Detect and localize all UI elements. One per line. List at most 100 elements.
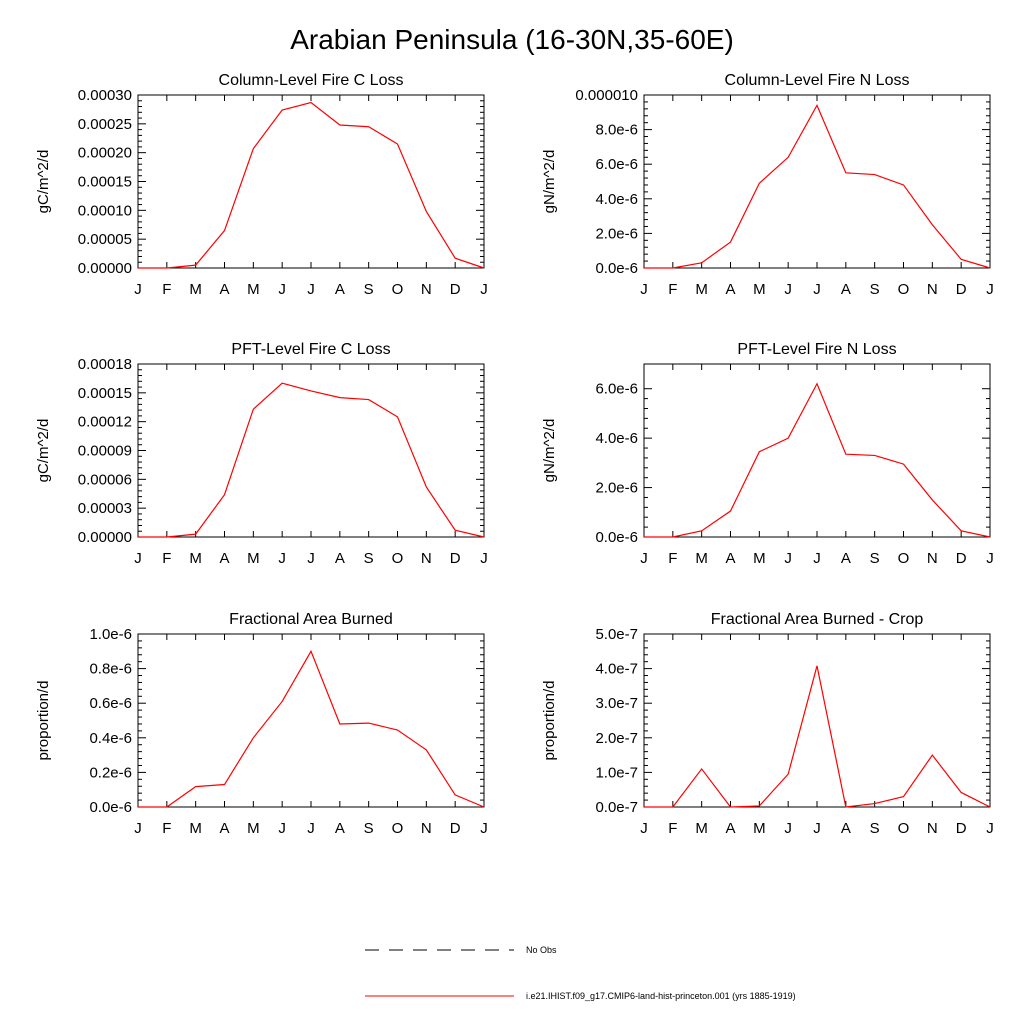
- y-axis-label: gN/m^2/d: [541, 419, 558, 483]
- x-tick-label: O: [392, 281, 404, 298]
- x-tick-label: O: [392, 550, 404, 567]
- x-tick-label: M: [695, 820, 708, 837]
- x-tick-label: J: [307, 550, 315, 567]
- x-tick-label: D: [956, 281, 967, 298]
- x-tick-label: S: [870, 281, 880, 298]
- y-tick-label: 6.0e-6: [595, 381, 638, 398]
- y-tick-label: 0.8e-6: [89, 661, 132, 678]
- x-tick-label: D: [450, 550, 461, 567]
- x-tick-label: J: [813, 550, 821, 567]
- x-tick-label: M: [247, 820, 260, 837]
- y-tick-label: 0.2e-6: [89, 764, 132, 781]
- y-tick-label: 0.6e-6: [89, 695, 132, 712]
- y-axis-label: gC/m^2/d: [35, 150, 52, 214]
- chart-title: Fractional Area Burned: [229, 611, 393, 628]
- x-tick-label: A: [725, 281, 735, 298]
- series-line: [644, 105, 990, 268]
- x-tick-label: J: [134, 550, 142, 567]
- y-tick-label: 1.0e-6: [89, 626, 132, 643]
- x-tick-label: D: [956, 820, 967, 837]
- y-tick-label: 4.0e-6: [595, 430, 638, 447]
- x-tick-label: M: [753, 820, 766, 837]
- x-tick-label: J: [480, 550, 488, 567]
- y-tick-label: 2.0e-7: [595, 730, 638, 747]
- y-tick-label: 3.0e-7: [595, 695, 638, 712]
- y-tick-label: 8.0e-6: [595, 122, 638, 139]
- x-tick-label: J: [986, 820, 994, 837]
- y-tick-label: 0.4e-6: [89, 730, 132, 747]
- x-tick-label: M: [695, 281, 708, 298]
- y-tick-label: 0.00018: [78, 356, 132, 373]
- x-tick-label: O: [898, 281, 910, 298]
- x-tick-label: J: [784, 281, 792, 298]
- x-tick-label: A: [841, 550, 851, 567]
- legend: No Obs i.e21.IHIST.f09_g17.CMIP6-land-hi…: [365, 945, 796, 1001]
- y-tick-label: 0.00010: [78, 202, 132, 219]
- chart-title: Column-Level Fire N Loss: [725, 72, 910, 89]
- x-tick-label: A: [219, 281, 229, 298]
- plot-frame: [138, 634, 484, 807]
- figure-title: Arabian Peninsula (16-30N,35-60E): [290, 24, 734, 55]
- y-tick-label: 0.0e-7: [595, 799, 638, 816]
- y-tick-label: 0.00030: [78, 87, 132, 104]
- x-tick-label: S: [364, 550, 374, 567]
- y-tick-label: 0.0e-6: [595, 529, 638, 546]
- x-tick-label: N: [927, 281, 938, 298]
- y-tick-label: 0.00015: [78, 174, 132, 191]
- x-tick-label: F: [162, 550, 171, 567]
- series-line: [644, 666, 990, 807]
- plot-frame: [644, 95, 990, 268]
- x-tick-label: J: [307, 281, 315, 298]
- x-tick-label: J: [640, 820, 648, 837]
- series-line: [644, 384, 990, 537]
- x-tick-label: S: [364, 281, 374, 298]
- x-tick-label: J: [784, 550, 792, 567]
- x-tick-label: N: [421, 820, 432, 837]
- y-tick-label: 0.00009: [78, 443, 132, 460]
- x-tick-label: M: [189, 281, 202, 298]
- y-tick-label: 0.0e-6: [89, 799, 132, 816]
- y-tick-label: 1.0e-7: [595, 764, 638, 781]
- plot-frame: [644, 364, 990, 537]
- y-tick-label: 0.0e-6: [595, 260, 638, 277]
- x-tick-label: J: [134, 281, 142, 298]
- x-tick-label: J: [278, 550, 286, 567]
- x-tick-label: A: [841, 820, 851, 837]
- x-tick-label: J: [986, 550, 994, 567]
- y-tick-label: 0.00006: [78, 471, 132, 488]
- series-line: [138, 103, 484, 269]
- x-tick-label: J: [813, 820, 821, 837]
- x-tick-label: D: [450, 281, 461, 298]
- x-tick-label: A: [219, 550, 229, 567]
- y-tick-label: 0.00005: [78, 231, 132, 248]
- y-tick-label: 2.0e-6: [595, 225, 638, 242]
- x-tick-label: M: [189, 550, 202, 567]
- x-tick-label: F: [162, 820, 171, 837]
- y-tick-label: 2.0e-6: [595, 480, 638, 497]
- chart-title: Column-Level Fire C Loss: [219, 72, 404, 89]
- x-tick-label: O: [898, 820, 910, 837]
- x-tick-label: A: [335, 281, 345, 298]
- y-tick-label: 5.0e-7: [595, 626, 638, 643]
- legend-label-model: i.e21.IHIST.f09_g17.CMIP6-land-hist-prin…: [526, 991, 796, 1001]
- series-line: [138, 651, 484, 807]
- legend-label-no-obs: No Obs: [526, 945, 557, 955]
- x-tick-label: J: [134, 820, 142, 837]
- y-tick-label: 6.0e-6: [595, 156, 638, 173]
- y-tick-label: 0.00000: [78, 260, 132, 277]
- x-tick-label: D: [956, 550, 967, 567]
- x-tick-label: J: [640, 281, 648, 298]
- x-tick-label: O: [392, 820, 404, 837]
- y-axis-label: proportion/d: [35, 680, 52, 760]
- x-tick-label: M: [189, 820, 202, 837]
- chart-title: PFT-Level Fire C Loss: [231, 341, 390, 358]
- y-tick-label: 0.00003: [78, 500, 132, 517]
- x-tick-label: J: [784, 820, 792, 837]
- y-axis-label: gC/m^2/d: [35, 419, 52, 483]
- x-tick-label: A: [335, 550, 345, 567]
- x-tick-label: N: [927, 550, 938, 567]
- y-tick-label: 0.000010: [575, 87, 638, 104]
